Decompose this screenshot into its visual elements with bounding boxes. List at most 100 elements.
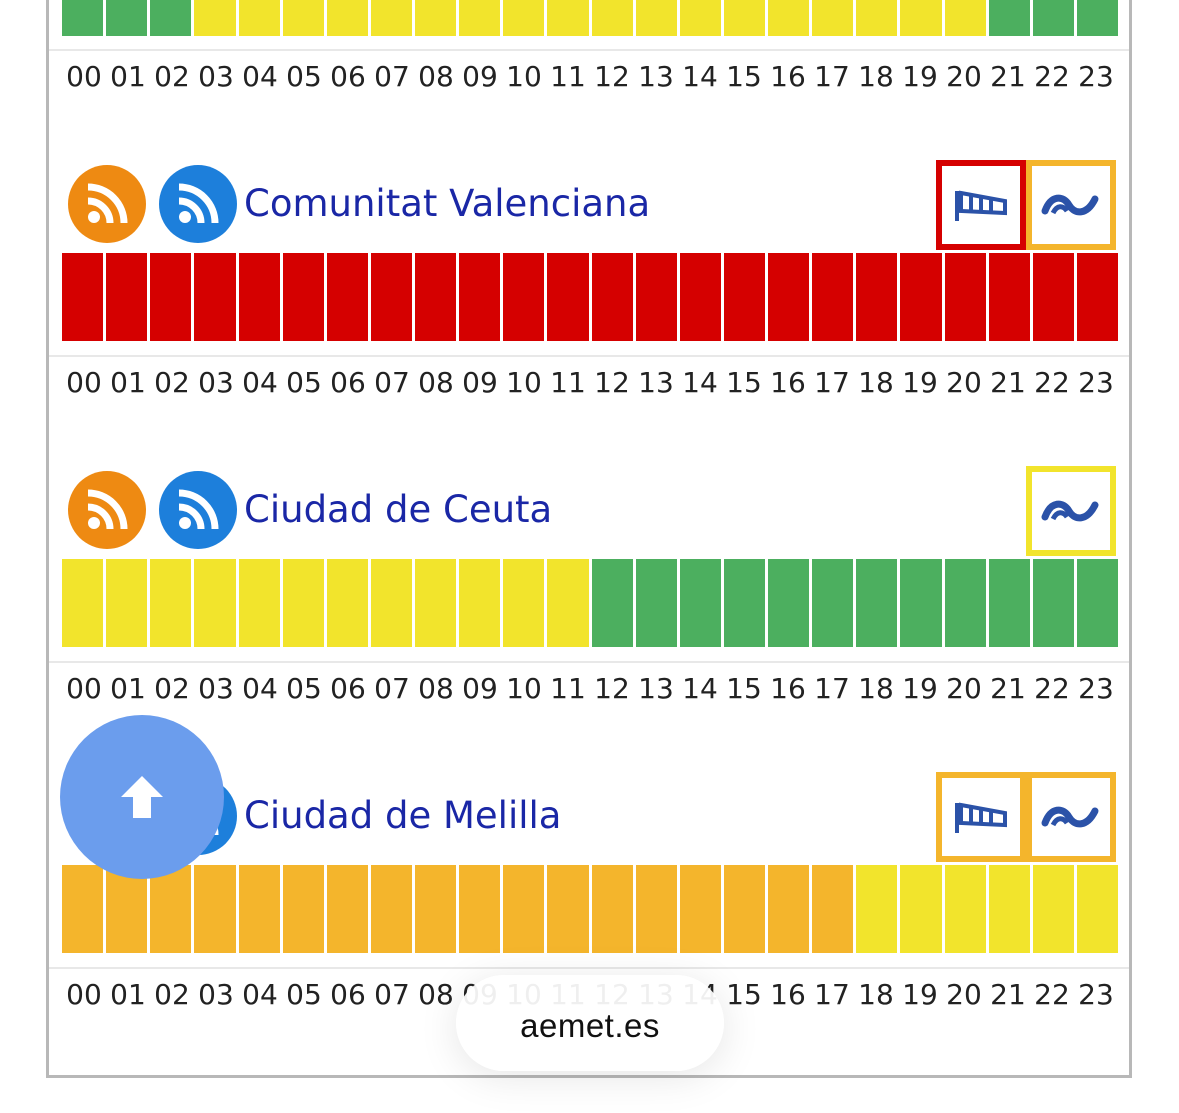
rss-feed-blue-icon[interactable] <box>159 471 237 549</box>
hour-cell[interactable] <box>1076 0 1118 36</box>
hour-cell[interactable] <box>944 559 986 647</box>
hour-cell[interactable] <box>1032 559 1074 647</box>
hour-cell[interactable] <box>106 865 148 953</box>
browser-url-bar[interactable]: aemet.es <box>456 975 724 1071</box>
hour-cell[interactable] <box>459 559 501 647</box>
hour-cell[interactable] <box>150 865 192 953</box>
hour-cell[interactable] <box>635 559 677 647</box>
hour-cell[interactable] <box>415 559 457 647</box>
hour-cell[interactable] <box>900 0 942 36</box>
hour-cell[interactable] <box>194 559 236 647</box>
hour-cell[interactable] <box>326 253 368 341</box>
hour-cell[interactable] <box>282 865 324 953</box>
region-title[interactable]: Ciudad de Melilla <box>244 794 562 837</box>
hour-cell[interactable] <box>723 865 765 953</box>
hour-cell[interactable] <box>1032 0 1074 36</box>
hour-cell[interactable] <box>988 0 1030 36</box>
hour-cell[interactable] <box>988 865 1030 953</box>
hour-cell[interactable] <box>1076 253 1118 341</box>
hour-cell[interactable] <box>415 0 457 36</box>
hour-cell[interactable] <box>723 0 765 36</box>
hour-cell[interactable] <box>106 253 148 341</box>
hour-cell[interactable] <box>547 559 589 647</box>
hour-cell[interactable] <box>503 865 545 953</box>
hour-cell[interactable] <box>282 0 324 36</box>
hour-cell[interactable] <box>459 0 501 36</box>
hour-cell[interactable] <box>326 559 368 647</box>
hour-cell[interactable] <box>282 253 324 341</box>
hour-cell[interactable] <box>150 253 192 341</box>
coastal-warning-badge[interactable] <box>1026 160 1116 250</box>
hour-cell[interactable] <box>591 865 633 953</box>
hour-cell[interactable] <box>635 0 677 36</box>
scroll-to-top-button[interactable] <box>60 715 224 879</box>
hour-cell[interactable] <box>238 865 280 953</box>
hour-cell[interactable] <box>944 865 986 953</box>
hour-cell[interactable] <box>812 0 854 36</box>
hour-cell[interactable] <box>238 253 280 341</box>
hour-cell[interactable] <box>723 559 765 647</box>
rss-feed-blue-icon[interactable] <box>159 165 237 243</box>
hour-cell[interactable] <box>768 253 810 341</box>
hour-cell[interactable] <box>591 559 633 647</box>
wind-warning-badge[interactable] <box>936 160 1026 250</box>
hour-cell[interactable] <box>194 865 236 953</box>
hour-cell[interactable] <box>106 0 148 36</box>
hour-cell[interactable] <box>326 0 368 36</box>
hour-cell[interactable] <box>856 865 898 953</box>
hour-cell[interactable] <box>679 0 721 36</box>
hour-cell[interactable] <box>1076 865 1118 953</box>
hour-cell[interactable] <box>591 253 633 341</box>
hour-cell[interactable] <box>547 253 589 341</box>
hour-cell[interactable] <box>62 0 104 36</box>
hour-cell[interactable] <box>944 0 986 36</box>
hour-cell[interactable] <box>768 865 810 953</box>
hour-cell[interactable] <box>635 253 677 341</box>
hour-cell[interactable] <box>62 559 104 647</box>
hour-cell[interactable] <box>679 865 721 953</box>
hour-cell[interactable] <box>988 559 1030 647</box>
coastal-warning-badge[interactable] <box>1026 772 1116 862</box>
hour-cell[interactable] <box>238 0 280 36</box>
hour-cell[interactable] <box>62 865 104 953</box>
hour-cell[interactable] <box>150 0 192 36</box>
hour-cell[interactable] <box>194 0 236 36</box>
hour-cell[interactable] <box>679 253 721 341</box>
hour-cell[interactable] <box>768 0 810 36</box>
hour-cell[interactable] <box>635 865 677 953</box>
hour-cell[interactable] <box>856 0 898 36</box>
hour-cell[interactable] <box>988 253 1030 341</box>
hour-cell[interactable] <box>62 253 104 341</box>
hour-cell[interactable] <box>723 253 765 341</box>
rss-feed-orange-icon[interactable] <box>68 471 146 549</box>
hour-cell[interactable] <box>591 0 633 36</box>
hour-cell[interactable] <box>238 559 280 647</box>
hour-cell[interactable] <box>812 253 854 341</box>
region-title[interactable]: Ciudad de Ceuta <box>244 488 553 531</box>
hour-cell[interactable] <box>812 865 854 953</box>
rss-feed-orange-icon[interactable] <box>68 165 146 243</box>
hour-cell[interactable] <box>459 865 501 953</box>
hour-cell[interactable] <box>370 559 412 647</box>
hour-cell[interactable] <box>370 0 412 36</box>
region-title[interactable]: Comunitat Valenciana <box>244 182 651 225</box>
hour-cell[interactable] <box>370 865 412 953</box>
hour-cell[interactable] <box>856 253 898 341</box>
hour-cell[interactable] <box>415 865 457 953</box>
hour-cell[interactable] <box>900 559 942 647</box>
hour-cell[interactable] <box>547 0 589 36</box>
hour-cell[interactable] <box>900 253 942 341</box>
hour-cell[interactable] <box>194 253 236 341</box>
hour-cell[interactable] <box>812 559 854 647</box>
coastal-warning-badge[interactable] <box>1026 466 1116 556</box>
hour-cell[interactable] <box>503 0 545 36</box>
hour-cell[interactable] <box>768 559 810 647</box>
hour-cell[interactable] <box>415 253 457 341</box>
hour-cell[interactable] <box>503 559 545 647</box>
hour-cell[interactable] <box>547 865 589 953</box>
hour-cell[interactable] <box>282 559 324 647</box>
hour-cell[interactable] <box>503 253 545 341</box>
hour-cell[interactable] <box>1032 865 1074 953</box>
hour-cell[interactable] <box>679 559 721 647</box>
hour-cell[interactable] <box>944 253 986 341</box>
